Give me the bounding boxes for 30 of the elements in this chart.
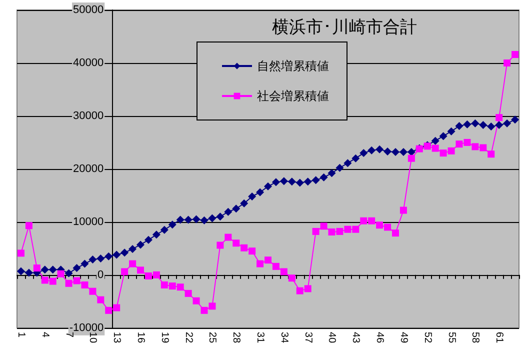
y-tick-label: 30000 bbox=[73, 110, 104, 122]
x-tick-label: 37 bbox=[302, 332, 314, 344]
x-tick-label: 61 bbox=[494, 332, 505, 344]
x-tick-label: 28 bbox=[230, 332, 242, 344]
x-tick-label: 22 bbox=[182, 332, 194, 344]
x-tick-label: 13 bbox=[111, 332, 122, 344]
y-tick-label: 50000 bbox=[73, 4, 104, 16]
x-tick-label: 43 bbox=[350, 332, 362, 344]
legend-label: 社会増累積値 bbox=[257, 89, 329, 103]
x-tick-label: 25 bbox=[206, 332, 218, 344]
x-tick-label: 10 bbox=[87, 332, 98, 344]
x-tick-label: 46 bbox=[374, 332, 386, 344]
legend-label: 自然増累積値 bbox=[257, 59, 329, 73]
x-tick-label: 1 bbox=[15, 332, 26, 338]
x-tick-label: 49 bbox=[398, 332, 409, 344]
x-tick-label: 31 bbox=[254, 332, 266, 344]
y-tick-label: 10000 bbox=[73, 216, 104, 228]
x-tick-label: 55 bbox=[446, 332, 457, 344]
x-tick-label: 16 bbox=[135, 332, 146, 344]
x-tick-label: 4 bbox=[39, 332, 50, 338]
x-tick-label: 19 bbox=[158, 332, 170, 344]
x-tick-label: 40 bbox=[326, 332, 338, 344]
y-tick-label: 20000 bbox=[73, 162, 104, 175]
x-tick-label: 52 bbox=[422, 332, 433, 344]
y-tick-label: 0 bbox=[97, 268, 104, 281]
chart-title: 横浜市･川崎市合計 bbox=[272, 18, 417, 38]
x-tick-label: 58 bbox=[470, 332, 481, 344]
x-tick-label: 34 bbox=[278, 332, 290, 344]
y-tick-label: 40000 bbox=[73, 56, 104, 69]
x-tick-label: 7 bbox=[63, 332, 74, 338]
